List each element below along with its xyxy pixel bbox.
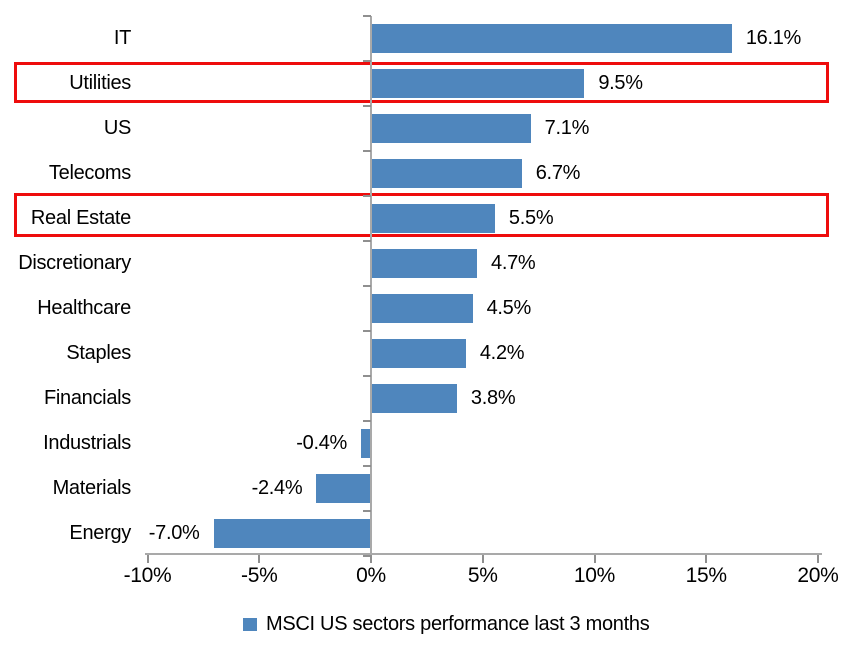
- category-label: Staples: [66, 342, 131, 364]
- y-tick: [363, 60, 371, 62]
- y-tick: [363, 105, 371, 107]
- y-tick: [363, 375, 371, 377]
- y-axis-line: [370, 16, 372, 555]
- bar: [372, 24, 732, 53]
- x-tick-label: 20%: [797, 564, 839, 587]
- x-tick-label: 5%: [467, 564, 498, 587]
- bar: [372, 384, 457, 413]
- y-tick: [363, 150, 371, 152]
- bar: [316, 474, 370, 503]
- value-label: 4.7%: [491, 252, 536, 274]
- highlight-box: [14, 62, 829, 103]
- category-label: Materials: [52, 477, 132, 499]
- category-label: Telecoms: [48, 162, 131, 184]
- x-axis-line: [145, 553, 822, 555]
- value-label: -2.4%: [251, 477, 303, 499]
- value-label: 7.1%: [544, 117, 590, 139]
- y-tick: [363, 330, 371, 332]
- category-label: Industrials: [43, 432, 131, 454]
- x-tick-label: -10%: [123, 564, 172, 587]
- x-tick: [370, 555, 372, 563]
- x-tick: [817, 555, 819, 563]
- y-tick: [363, 555, 371, 557]
- value-label: 4.2%: [479, 342, 525, 364]
- bar: [372, 69, 585, 98]
- legend: MSCI US sectors performance last 3 month…: [243, 611, 650, 637]
- y-tick: [363, 420, 371, 422]
- category-label: US: [103, 117, 131, 139]
- value-label: 4.5%: [486, 297, 532, 319]
- value-label: 9.5%: [598, 72, 643, 94]
- category-label: Discretionary: [18, 252, 131, 274]
- x-tick-label: 10%: [573, 564, 616, 587]
- category-label: Financials: [43, 387, 131, 409]
- y-tick: [363, 285, 371, 287]
- y-tick: [363, 15, 371, 17]
- bar: [372, 339, 466, 368]
- legend-label: MSCI US sectors performance last 3 month…: [266, 612, 650, 635]
- bar: [372, 204, 495, 233]
- value-label: -0.4%: [296, 432, 348, 454]
- x-tick-label: -5%: [241, 564, 278, 587]
- bar: [213, 519, 370, 548]
- category-label: Energy: [69, 522, 131, 544]
- value-label: 6.7%: [535, 162, 581, 184]
- x-tick: [258, 555, 261, 563]
- value-label: -7.0%: [148, 522, 200, 544]
- category-label: Utilities: [69, 72, 131, 94]
- x-tick: [593, 555, 596, 563]
- bar: [372, 249, 478, 278]
- x-tick-label: 0%: [356, 564, 386, 587]
- x-tick-label: 15%: [685, 564, 727, 587]
- value-label: 5.5%: [508, 207, 554, 229]
- x-tick: [481, 555, 484, 563]
- y-tick: [363, 510, 371, 512]
- y-tick: [363, 195, 371, 197]
- highlight-box: [14, 193, 829, 237]
- bar: [372, 159, 522, 188]
- category-label: IT: [113, 27, 131, 49]
- value-label: 16.1%: [745, 27, 802, 49]
- value-label: 3.8%: [470, 387, 516, 409]
- bar: [372, 294, 473, 323]
- legend-swatch-icon: [243, 617, 257, 631]
- category-label: Real Estate: [30, 207, 131, 229]
- category-label: Healthcare: [37, 297, 131, 319]
- x-tick: [146, 555, 149, 563]
- x-tick: [705, 555, 708, 563]
- bar: [361, 429, 370, 458]
- y-tick: [363, 240, 371, 242]
- y-tick: [363, 465, 371, 467]
- bar: [372, 114, 531, 143]
